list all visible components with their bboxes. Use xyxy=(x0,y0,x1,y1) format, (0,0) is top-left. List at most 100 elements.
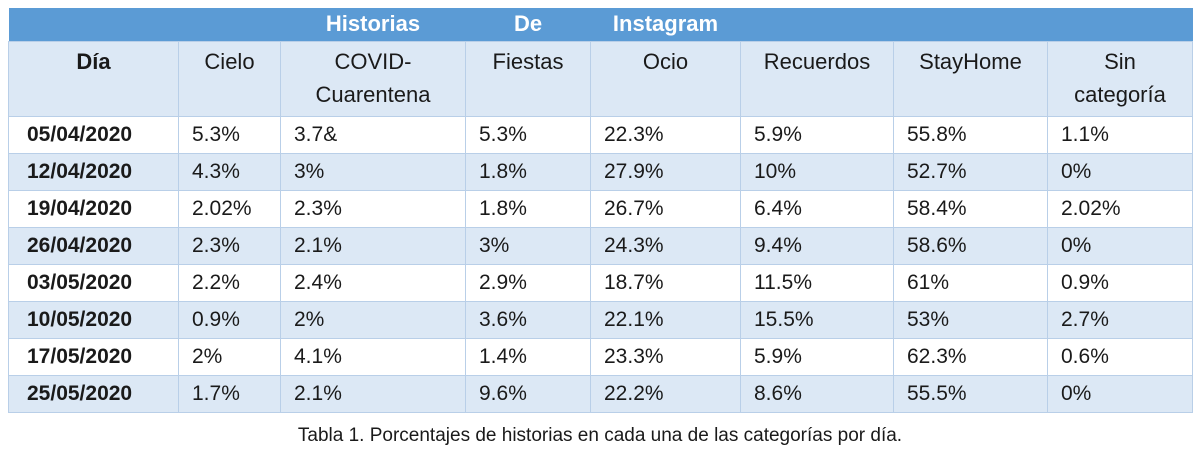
value-cell: 5.3% xyxy=(178,115,281,154)
value-cell: 2.9% xyxy=(465,263,591,302)
value-cell: 2.4% xyxy=(280,263,466,302)
value-cell: 55.8% xyxy=(893,115,1048,154)
header-line2: categoría xyxy=(1074,81,1166,107)
value-cell: 1.8% xyxy=(465,152,591,191)
table-row: 05/04/2020 5.3% 3.7& 5.3% 22.3% 5.9% 55.… xyxy=(8,115,1193,154)
header-line1: Día xyxy=(76,48,111,74)
date-cell: 03/05/2020 xyxy=(8,263,179,302)
value-cell: 0.9% xyxy=(178,300,281,339)
table-row: 10/05/2020 0.9% 2% 3.6% 22.1% 15.5% 53% … xyxy=(8,300,1193,339)
value-cell: 2.02% xyxy=(1047,189,1193,228)
value-cell: 2.3% xyxy=(178,226,281,265)
value-cell: 6.4% xyxy=(740,189,894,228)
value-cell: 2% xyxy=(280,300,466,339)
value-cell: 2% xyxy=(178,337,281,376)
value-cell: 11.5% xyxy=(740,263,894,302)
value-cell: 2.3% xyxy=(280,189,466,228)
value-cell: 53% xyxy=(893,300,1048,339)
date-cell: 19/04/2020 xyxy=(8,189,179,228)
value-cell: 26.7% xyxy=(590,189,741,228)
value-cell: 4.3% xyxy=(178,152,281,191)
table-row: 26/04/2020 2.3% 2.1% 3% 24.3% 9.4% 58.6%… xyxy=(8,226,1193,265)
value-cell: 18.7% xyxy=(590,263,741,302)
value-cell: 58.6% xyxy=(893,226,1048,265)
column-header-ocio: Ocio xyxy=(590,40,741,117)
value-cell: 52.7% xyxy=(893,152,1048,191)
value-cell: 23.3% xyxy=(590,337,741,376)
value-cell: 1.7% xyxy=(178,374,281,413)
value-cell: 0.6% xyxy=(1047,337,1193,376)
value-cell: 5.9% xyxy=(740,115,894,154)
value-cell: 22.2% xyxy=(590,374,741,413)
value-cell: 2.7% xyxy=(1047,300,1193,339)
value-cell: 27.9% xyxy=(590,152,741,191)
header-line1: Cielo xyxy=(204,48,255,74)
column-header-fiestas: Fiestas xyxy=(465,40,591,117)
value-cell: 8.6% xyxy=(740,374,894,413)
value-cell: 3.6% xyxy=(465,300,591,339)
header-line1: Recuerdos xyxy=(763,48,871,74)
value-cell: 3% xyxy=(465,226,591,265)
banner-spacer-right xyxy=(740,8,1193,41)
value-cell: 2.1% xyxy=(280,374,466,413)
column-header-sin-categoria: Sin categoría xyxy=(1047,40,1193,117)
value-cell: 9.4% xyxy=(740,226,894,265)
date-cell: 26/04/2020 xyxy=(8,226,179,265)
header-line2: Cuarentena xyxy=(315,81,431,107)
value-cell: 61% xyxy=(893,263,1048,302)
value-cell: 1.1% xyxy=(1047,115,1193,154)
table-row: 25/05/2020 1.7% 2.1% 9.6% 22.2% 8.6% 55.… xyxy=(8,374,1193,413)
date-cell: 25/05/2020 xyxy=(8,374,179,413)
header-line1: Sin xyxy=(1104,48,1136,74)
value-cell: 10% xyxy=(740,152,894,191)
value-cell: 5.3% xyxy=(465,115,591,154)
value-cell: 0% xyxy=(1047,374,1193,413)
value-cell: 2.1% xyxy=(280,226,466,265)
table-row: 03/05/2020 2.2% 2.4% 2.9% 18.7% 11.5% 61… xyxy=(8,263,1193,302)
header-line1: Fiestas xyxy=(492,48,564,74)
value-cell: 5.9% xyxy=(740,337,894,376)
column-header-recuerdos: Recuerdos xyxy=(740,40,894,117)
table-row: 19/04/2020 2.02% 2.3% 1.8% 26.7% 6.4% 58… xyxy=(8,189,1193,228)
header-line1: StayHome xyxy=(919,48,1022,74)
value-cell: 2.2% xyxy=(178,263,281,302)
value-cell: 0.9% xyxy=(1047,263,1193,302)
value-cell: 22.1% xyxy=(590,300,741,339)
column-header-cielo: Cielo xyxy=(178,40,281,117)
value-cell: 1.4% xyxy=(465,337,591,376)
column-header-row: Día Cielo COVID- Cuarentena Fiestas Ocio xyxy=(8,40,1193,117)
value-cell: 24.3% xyxy=(590,226,741,265)
value-cell: 3% xyxy=(280,152,466,191)
column-header-dia: Día xyxy=(8,40,179,117)
value-cell: 0% xyxy=(1047,152,1193,191)
table-caption: Tabla 1. Porcentajes de historias en cad… xyxy=(297,425,903,446)
table-row: 12/04/2020 4.3% 3% 1.8% 27.9% 10% 52.7% … xyxy=(8,152,1193,191)
banner-word-historias: Historias xyxy=(280,8,466,41)
header-line1: Ocio xyxy=(642,48,689,74)
value-cell: 9.6% xyxy=(465,374,591,413)
value-cell: 0% xyxy=(1047,226,1193,265)
value-cell: 58.4% xyxy=(893,189,1048,228)
banner-spacer-left xyxy=(8,8,281,41)
header-line1: COVID- xyxy=(334,48,412,74)
date-cell: 05/04/2020 xyxy=(8,115,179,154)
table-row: 17/05/2020 2% 4.1% 1.4% 23.3% 5.9% 62.3%… xyxy=(8,337,1193,376)
date-cell: 10/05/2020 xyxy=(8,300,179,339)
instagram-stories-table-wrap: Historias De Instagram Día Cielo COVID- … xyxy=(8,8,1193,413)
value-cell: 1.8% xyxy=(465,189,591,228)
banner-row: Historias De Instagram xyxy=(8,8,1193,41)
banner-word-de: De xyxy=(465,8,591,41)
date-cell: 12/04/2020 xyxy=(8,152,179,191)
instagram-stories-table: Historias De Instagram Día Cielo COVID- … xyxy=(8,8,1193,413)
date-cell: 17/05/2020 xyxy=(8,337,179,376)
value-cell: 55.5% xyxy=(893,374,1048,413)
value-cell: 3.7& xyxy=(280,115,466,154)
column-header-covid-cuarentena: COVID- Cuarentena xyxy=(280,40,466,117)
value-cell: 4.1% xyxy=(280,337,466,376)
column-header-stayhome: StayHome xyxy=(893,40,1048,117)
value-cell: 62.3% xyxy=(893,337,1048,376)
value-cell: 22.3% xyxy=(590,115,741,154)
value-cell: 15.5% xyxy=(740,300,894,339)
banner-word-instagram: Instagram xyxy=(590,8,741,41)
value-cell: 2.02% xyxy=(178,189,281,228)
